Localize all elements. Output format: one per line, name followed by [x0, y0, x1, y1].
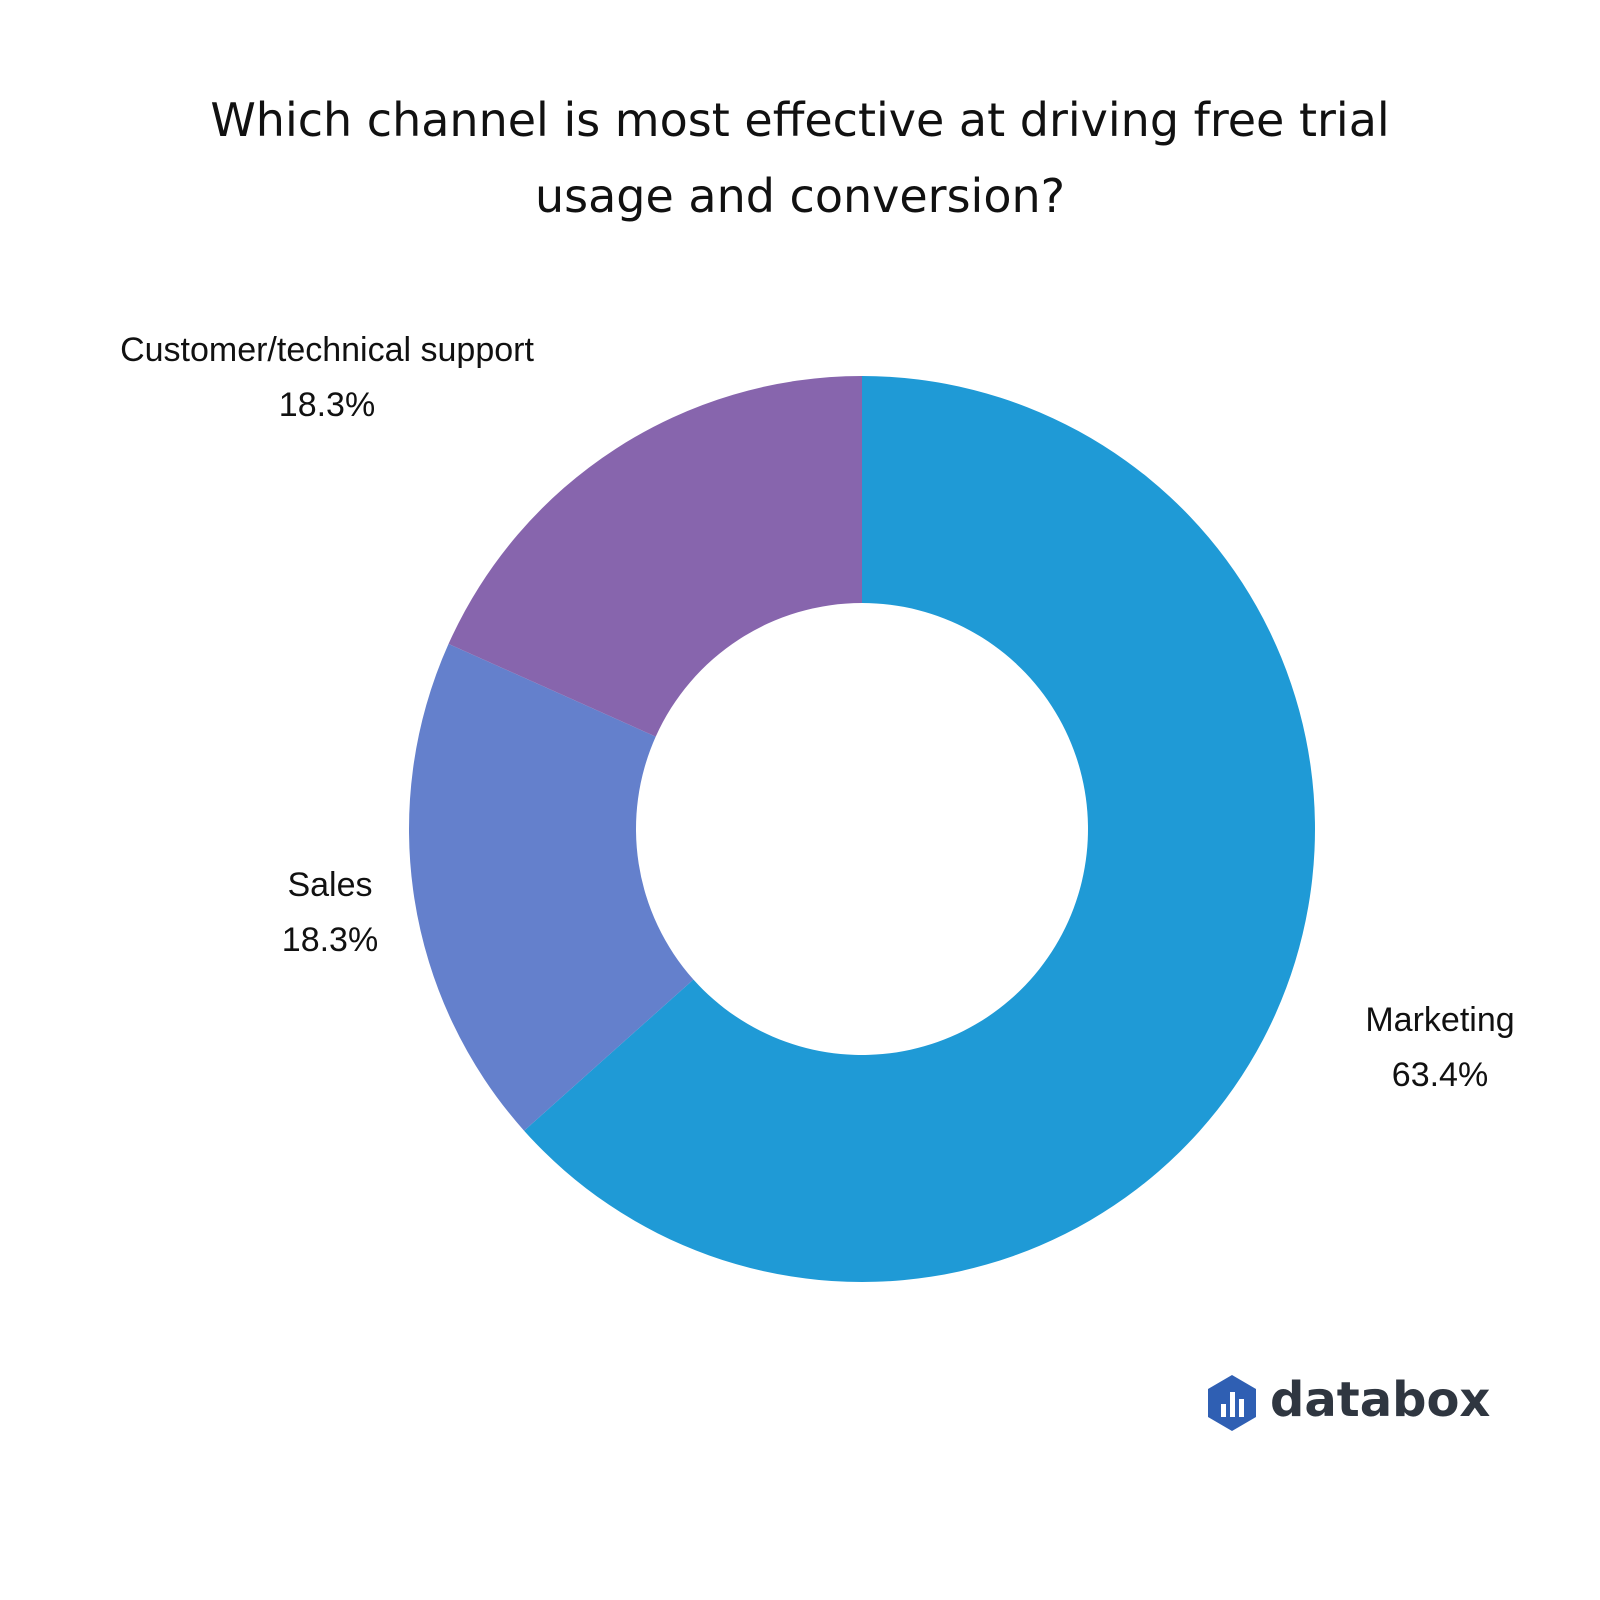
slice-value-label: 18.3%	[279, 386, 375, 424]
slice-label: Customer/technical support	[120, 331, 534, 369]
chart-title: Which channel is most effective at drivi…	[210, 93, 1390, 223]
slice-value-label: 63.4%	[1392, 1056, 1488, 1094]
donut-slice	[409, 643, 694, 1131]
slice-label: Marketing	[1365, 1001, 1514, 1039]
donut-slice	[448, 376, 862, 737]
slice-label: Sales	[287, 866, 372, 904]
logo-text: databox	[1270, 1372, 1490, 1428]
logo-icon	[1208, 1375, 1256, 1431]
slice-value-label: 18.3%	[282, 921, 378, 959]
donut-slice	[524, 376, 1315, 1282]
